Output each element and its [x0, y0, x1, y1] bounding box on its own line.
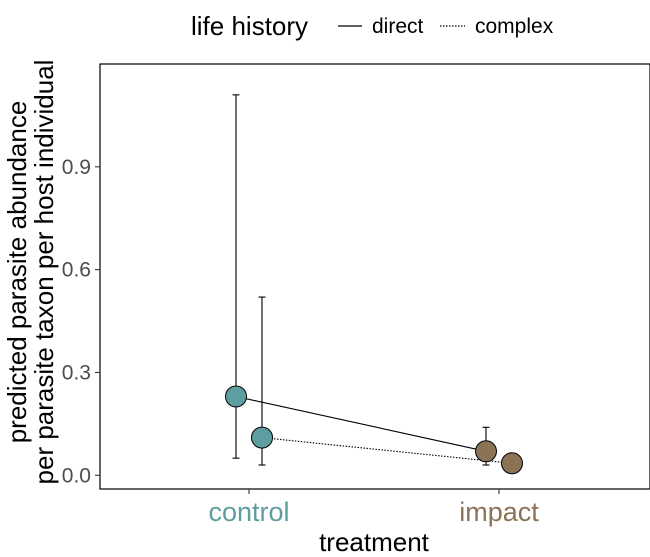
legend: life history direct complex	[191, 11, 554, 41]
point-direct-control	[225, 385, 247, 408]
y-tick-label: 0.3	[62, 361, 91, 384]
point-complex-control	[251, 426, 273, 449]
legend-label-complex: complex	[475, 15, 554, 38]
y-tick-label: 0.6	[62, 259, 91, 282]
y-tick-label: 0.9	[62, 156, 91, 179]
series-line-direct	[235, 395, 487, 452]
x-tick-label-impact: impact	[459, 497, 539, 527]
legend-label-direct: direct	[372, 15, 424, 38]
data-points	[225, 385, 523, 475]
error-bars	[232, 94, 516, 469]
plot-panel	[99, 63, 650, 490]
point-direct-impact	[475, 440, 497, 463]
y-axis-title-line-1: predicted parasite abundance	[2, 101, 32, 444]
y-tick-label: 0.0	[62, 464, 91, 487]
series-lines	[235, 395, 513, 464]
y-axis-ticks: 0.0 0.3 0.6 0.9	[62, 156, 100, 487]
x-axis-ticks: control impact	[208, 489, 539, 527]
series-line-complex	[261, 437, 513, 464]
y-axis-title: predicted parasite abundance per parasit…	[2, 60, 59, 485]
y-axis-title-line-2: per parasite taxon per host individual	[29, 60, 59, 485]
x-tick-label-control: control	[208, 497, 289, 527]
point-complex-impact	[501, 452, 523, 475]
legend-title: life history	[191, 11, 308, 41]
x-axis-title: treatment	[319, 527, 430, 557]
